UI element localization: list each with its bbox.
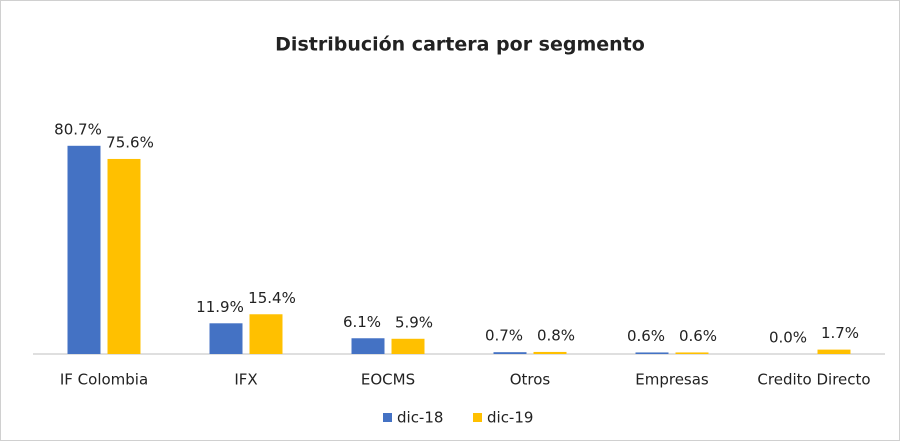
bar bbox=[391, 338, 425, 354]
data-label: 1.7% bbox=[821, 324, 859, 342]
legend-swatch bbox=[383, 413, 392, 422]
bar bbox=[675, 352, 709, 354]
data-label: 11.9% bbox=[196, 298, 244, 316]
bar bbox=[249, 314, 283, 354]
data-label: 80.7% bbox=[54, 120, 102, 138]
data-label: 0.8% bbox=[537, 326, 575, 344]
x-tick-label: IF Colombia bbox=[60, 371, 148, 389]
legend-label: dic-19 bbox=[487, 409, 533, 427]
data-label: 6.1% bbox=[343, 313, 381, 331]
x-tick-label: Otros bbox=[510, 371, 551, 389]
data-label: 0.6% bbox=[679, 327, 717, 345]
data-label: 0.0% bbox=[769, 329, 807, 347]
legend-label: dic-18 bbox=[397, 409, 443, 427]
bar bbox=[533, 351, 567, 354]
data-label: 5.9% bbox=[395, 313, 433, 331]
bar bbox=[209, 323, 243, 354]
bar bbox=[351, 338, 385, 354]
bar bbox=[493, 352, 527, 354]
data-label: 15.4% bbox=[248, 289, 296, 307]
x-tick-label: IFX bbox=[234, 371, 257, 389]
data-label: 0.6% bbox=[627, 327, 665, 345]
chart-title: Distribución cartera por segmento bbox=[275, 34, 645, 56]
data-label: 75.6% bbox=[106, 133, 154, 151]
x-tick-label: Credito Directo bbox=[757, 371, 870, 389]
bar bbox=[107, 158, 141, 354]
x-tick-label: EOCMS bbox=[361, 371, 415, 389]
data-label: 0.7% bbox=[485, 327, 523, 345]
legend-swatch bbox=[473, 413, 482, 422]
bar bbox=[67, 145, 101, 354]
bar bbox=[817, 349, 851, 354]
bar bbox=[635, 352, 669, 354]
x-tick-label: Empresas bbox=[635, 371, 709, 389]
